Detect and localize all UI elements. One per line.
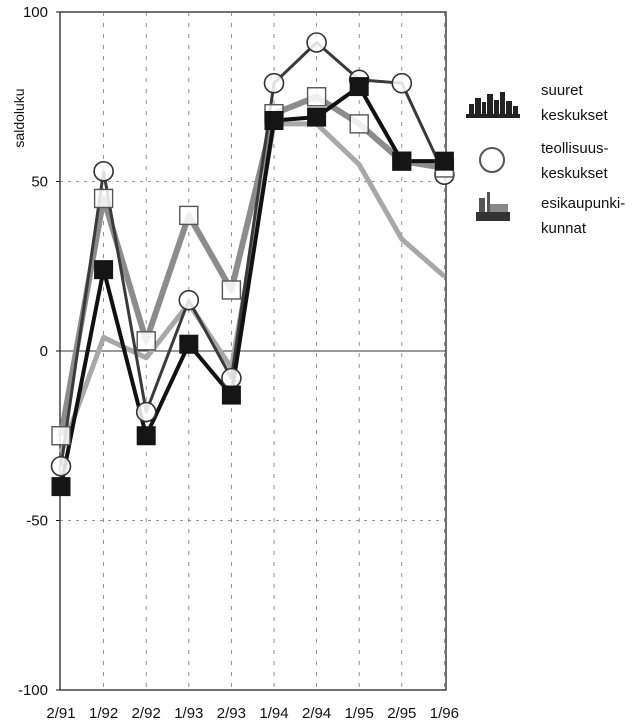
marker-circle (263, 72, 285, 94)
marker-square-filled (264, 110, 284, 130)
y-tick-label: 50 (31, 174, 48, 191)
x-tick-label: 1/96 (430, 705, 459, 722)
marker-circle (306, 32, 327, 53)
marker-square-filled (136, 426, 156, 446)
marker-square-open (136, 331, 156, 351)
marker-layer (50, 32, 455, 497)
marker-circle (93, 161, 114, 182)
legend-label-2b: keskukset (541, 165, 609, 182)
tick-labels: 100 50 0 -50 -100 2/91 1/92 2/92 1/93 2/93 1/94 2/9… (18, 4, 459, 722)
marker-circle (50, 455, 72, 477)
marker-square-filled (392, 151, 412, 171)
marker-square-open (306, 87, 327, 107)
x-tick-label: 1/92 (89, 705, 118, 722)
marker-square-filled (307, 107, 327, 127)
marker-square-open (221, 280, 242, 300)
x-tick-label: 2/91 (46, 705, 75, 722)
legend-label-3b: kunnat (541, 220, 587, 237)
x-tick-label: 2/94 (302, 705, 331, 722)
series-line-teollisuus (58, 93, 445, 437)
marker-square-filled (94, 260, 114, 280)
marker-square-filled (349, 77, 369, 97)
legend-label-1b: keskukset (541, 107, 609, 124)
y-axis-label: saldoluku (11, 88, 27, 147)
x-tick-label: 1/95 (345, 705, 374, 722)
legend-label-1a: suuret (541, 82, 584, 99)
marker-square-open (179, 205, 199, 226)
marker-circle (391, 72, 413, 94)
marker-square-open (51, 426, 71, 446)
marker-square-open (349, 114, 369, 134)
marker-circle (178, 289, 200, 311)
extra-series-line (58, 121, 447, 454)
marker-square-filled (221, 385, 241, 405)
series-line-suuret (59, 41, 446, 467)
marker-circle (221, 367, 242, 389)
y-tick-label: -100 (18, 682, 48, 699)
marker-square-filled (179, 334, 199, 354)
legend-label-3a: esikaupunki- (541, 195, 625, 212)
marker-circle (135, 401, 157, 423)
legend-label-2a: teollisuus- (541, 140, 609, 157)
y-tick-label: -50 (26, 513, 48, 530)
x-tick-label: 2/92 (132, 705, 161, 722)
x-tick-label: 1/94 (259, 705, 288, 722)
marker-square-open (93, 188, 114, 209)
city-skyline-icon (466, 92, 520, 118)
grid (56, 11, 446, 691)
x-tick-label: 1/93 (174, 705, 203, 722)
x-tick-label: 2/93 (217, 705, 246, 722)
x-tick-label: 2/95 (387, 705, 416, 722)
y-tick-label: 0 (40, 343, 48, 360)
legend: suuret keskukset teollisuus- keskukset e… (466, 82, 625, 237)
series-layer (58, 41, 447, 487)
marker-square-filled (51, 477, 71, 497)
y-tick-label: 100 (23, 4, 48, 21)
factory-icon (476, 192, 510, 221)
marker-square-filled (434, 151, 454, 171)
circle-icon (479, 147, 505, 173)
series-line-esikaupunki (59, 84, 445, 487)
